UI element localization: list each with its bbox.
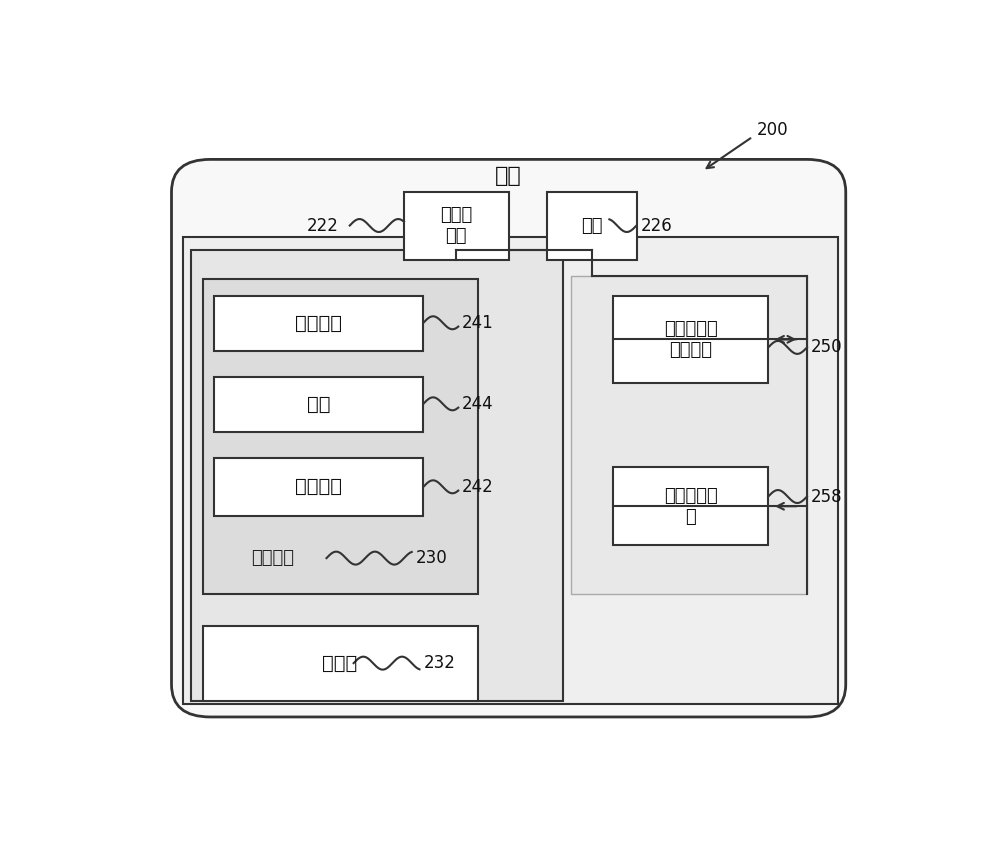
Text: 操作系统: 操作系统 xyxy=(295,313,342,333)
Text: 244: 244 xyxy=(462,395,494,413)
Text: 中央处
理器: 中央处 理器 xyxy=(440,206,472,245)
Text: 232: 232 xyxy=(423,654,455,672)
Text: 装置: 装置 xyxy=(495,166,522,185)
Text: 存储器: 存储器 xyxy=(322,654,358,673)
Text: 241: 241 xyxy=(462,314,494,332)
Bar xyxy=(202,280,478,594)
Text: 230: 230 xyxy=(416,549,447,568)
Bar xyxy=(571,276,807,594)
Text: 电源: 电源 xyxy=(581,217,603,235)
Text: 250: 250 xyxy=(811,338,842,356)
FancyBboxPatch shape xyxy=(172,159,846,717)
Bar xyxy=(547,192,637,260)
Text: 有线或无线
网络接口: 有线或无线 网络接口 xyxy=(664,320,718,359)
Text: 222: 222 xyxy=(307,216,339,235)
Bar xyxy=(613,467,768,545)
Text: 数据: 数据 xyxy=(307,395,330,413)
Text: 200: 200 xyxy=(757,121,788,139)
Bar xyxy=(191,250,563,701)
Bar xyxy=(404,192,509,260)
Text: 输入输出接
口: 输入输出接 口 xyxy=(664,487,718,525)
Text: 应用程序: 应用程序 xyxy=(295,477,342,496)
Text: 242: 242 xyxy=(462,477,494,496)
Text: 258: 258 xyxy=(811,488,842,505)
Text: 226: 226 xyxy=(640,216,672,235)
Bar xyxy=(202,626,478,701)
Bar xyxy=(613,296,768,383)
Bar xyxy=(183,237,838,704)
Bar xyxy=(214,458,423,516)
Bar xyxy=(214,376,423,432)
Text: 存储媒体: 存储媒体 xyxy=(251,549,294,568)
Bar xyxy=(214,296,423,350)
